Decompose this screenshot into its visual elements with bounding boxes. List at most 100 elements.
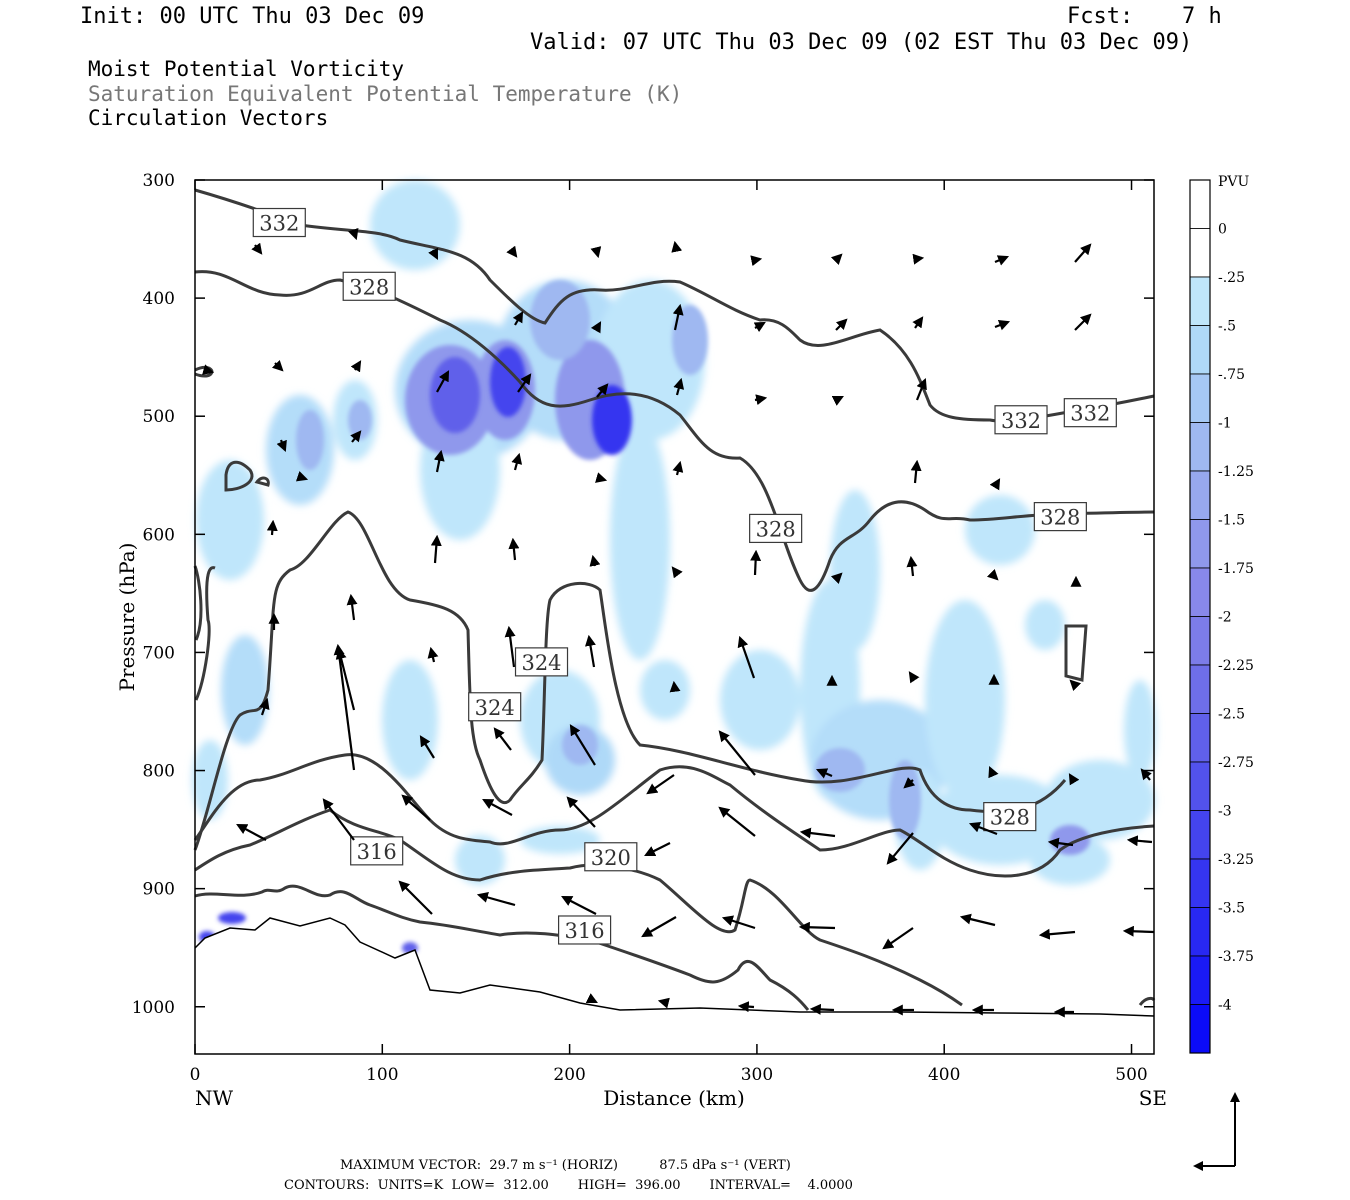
contour-label-text: 320 (591, 846, 631, 870)
contour-label: 328 (342, 271, 396, 301)
colorbar-swatch (1189, 810, 1211, 860)
colorbar-label: -3 (1218, 804, 1232, 820)
axes: 0 100 200 300 400 500 300 400 500 600 700 800 900 100… (132, 171, 1154, 1085)
contour-label: 328 (983, 802, 1037, 832)
circulation-vector (590, 321, 602, 334)
reference-vector (1193, 1092, 1240, 1171)
x-tick-label: 300 (741, 1065, 773, 1085)
x-tick-label: 0 (190, 1065, 201, 1085)
circulation-vector (271, 359, 284, 372)
circulation-vector (672, 303, 684, 331)
circulation-vector (1074, 313, 1092, 331)
circulation-vector (595, 472, 608, 483)
circulation-vector (585, 993, 598, 1003)
max-vector-note: MAXIMUM VECTOR: 29.7 m s⁻¹ (HORIZ) 87.5 … (340, 1158, 791, 1173)
circulation-vector (569, 724, 596, 766)
circulation-vector (886, 832, 914, 865)
circulation-vector (994, 255, 1010, 266)
circulation-vector (590, 246, 602, 259)
colorbar-label: -.25 (1218, 270, 1245, 286)
y-tick-label: 600 (143, 525, 175, 545)
forecast-label: Fcst: (1067, 4, 1134, 29)
pv-shading-medium (296, 280, 1090, 855)
circulation-vector (1047, 837, 1074, 849)
x-axis-title: Distance (km) (603, 1086, 745, 1110)
circulation-vector (989, 478, 1001, 491)
circulation-vector (882, 927, 914, 950)
circulation-vector (809, 1003, 835, 1015)
x-tick-label: 200 (553, 1065, 585, 1085)
circulation-vector (754, 394, 768, 406)
colorbar-unit: PVU (1218, 174, 1250, 190)
circulation-vector (596, 383, 609, 398)
circulation-vectors (202, 227, 1155, 1018)
contour-label: 328 (1033, 502, 1087, 532)
circulation-vector (512, 311, 524, 326)
colorbar-swatch (1189, 664, 1211, 714)
circulation-vector (644, 842, 671, 856)
circulation-vector (798, 921, 836, 933)
circulation-vector (266, 519, 278, 536)
field-vector-title: Circulation Vectors (88, 106, 329, 130)
circulation-vector (835, 318, 848, 331)
circulation-vector (1069, 679, 1082, 692)
circulation-vector (968, 822, 998, 836)
circulation-vector (906, 555, 918, 577)
colorbar-label: -.5 (1218, 319, 1236, 335)
circulation-vector (401, 794, 431, 821)
circulation-vector (912, 253, 925, 265)
contour-label-text: 316 (357, 840, 397, 864)
colorbar-label: 0 (1218, 222, 1227, 238)
circulation-vector (508, 537, 520, 561)
contour-label-box (994, 405, 1048, 435)
colorbar-swatch (1189, 422, 1211, 472)
y-tick-label: 900 (143, 880, 175, 900)
forecast-hour: 7 h (1182, 4, 1222, 29)
circulation-vector (753, 321, 766, 333)
colorbar-swatch (1189, 616, 1211, 666)
contour-label-text: 324 (521, 651, 561, 675)
contour-label: 320 (584, 842, 638, 872)
x-tick-label: 400 (928, 1065, 960, 1085)
colorbar-swatch (1189, 1004, 1211, 1054)
y-tick-label: 500 (143, 407, 175, 427)
circulation-vector (669, 680, 681, 693)
circulation-vector (718, 806, 756, 837)
circulation-vector (671, 566, 683, 579)
contour-info: CONTOURS: UNITS=K LOW= 312.00 HIGH= 396.… (284, 1178, 853, 1193)
circulation-vector (718, 730, 756, 776)
circulation-vector (908, 671, 920, 684)
contour-label: 324 (514, 647, 569, 677)
circulation-vector (673, 377, 685, 396)
circulation-vector (430, 534, 442, 564)
contour-label-box (983, 802, 1037, 832)
y-axis-title: Pressure (hPa) (115, 543, 139, 692)
colorbar-swatch (1189, 761, 1211, 811)
colorbar-label: -2.75 (1218, 755, 1254, 771)
x-tick-label: 500 (1115, 1065, 1147, 1085)
circulation-vector (419, 735, 435, 759)
colorbar-swatch (1189, 325, 1211, 375)
circulation-vector (504, 625, 516, 668)
colorbar-label: -.75 (1218, 367, 1245, 383)
circulation-vector (561, 895, 597, 915)
circulation-vector (750, 549, 762, 576)
circulation-vector (1068, 773, 1080, 786)
colorbar: PVU 0 -.25 -.5 -.75 -1 -1.25 -1.5 -1.75 -2 -2.25 -2… (1189, 174, 1254, 1054)
circulation-vector (566, 796, 596, 828)
valid-time: Valid: 07 UTC Thu 03 Dec 09 (02 EST Thu … (530, 30, 1193, 55)
colorbar-label: -1.5 (1218, 513, 1245, 529)
circulation-vector (721, 915, 756, 930)
field-pv-title: Moist Potential Vorticity (88, 57, 405, 81)
circulation-vector (506, 245, 518, 258)
circulation-vector (1074, 243, 1092, 263)
circulation-vector (641, 916, 677, 938)
circulation-vector (959, 913, 996, 927)
plot-frame (194, 179, 1155, 1055)
circulation-vector (672, 460, 684, 476)
circulation-vector (994, 320, 1011, 331)
colorbar-swatch (1189, 955, 1211, 1005)
circulation-vector (910, 459, 922, 484)
circulation-vector (737, 1001, 755, 1013)
